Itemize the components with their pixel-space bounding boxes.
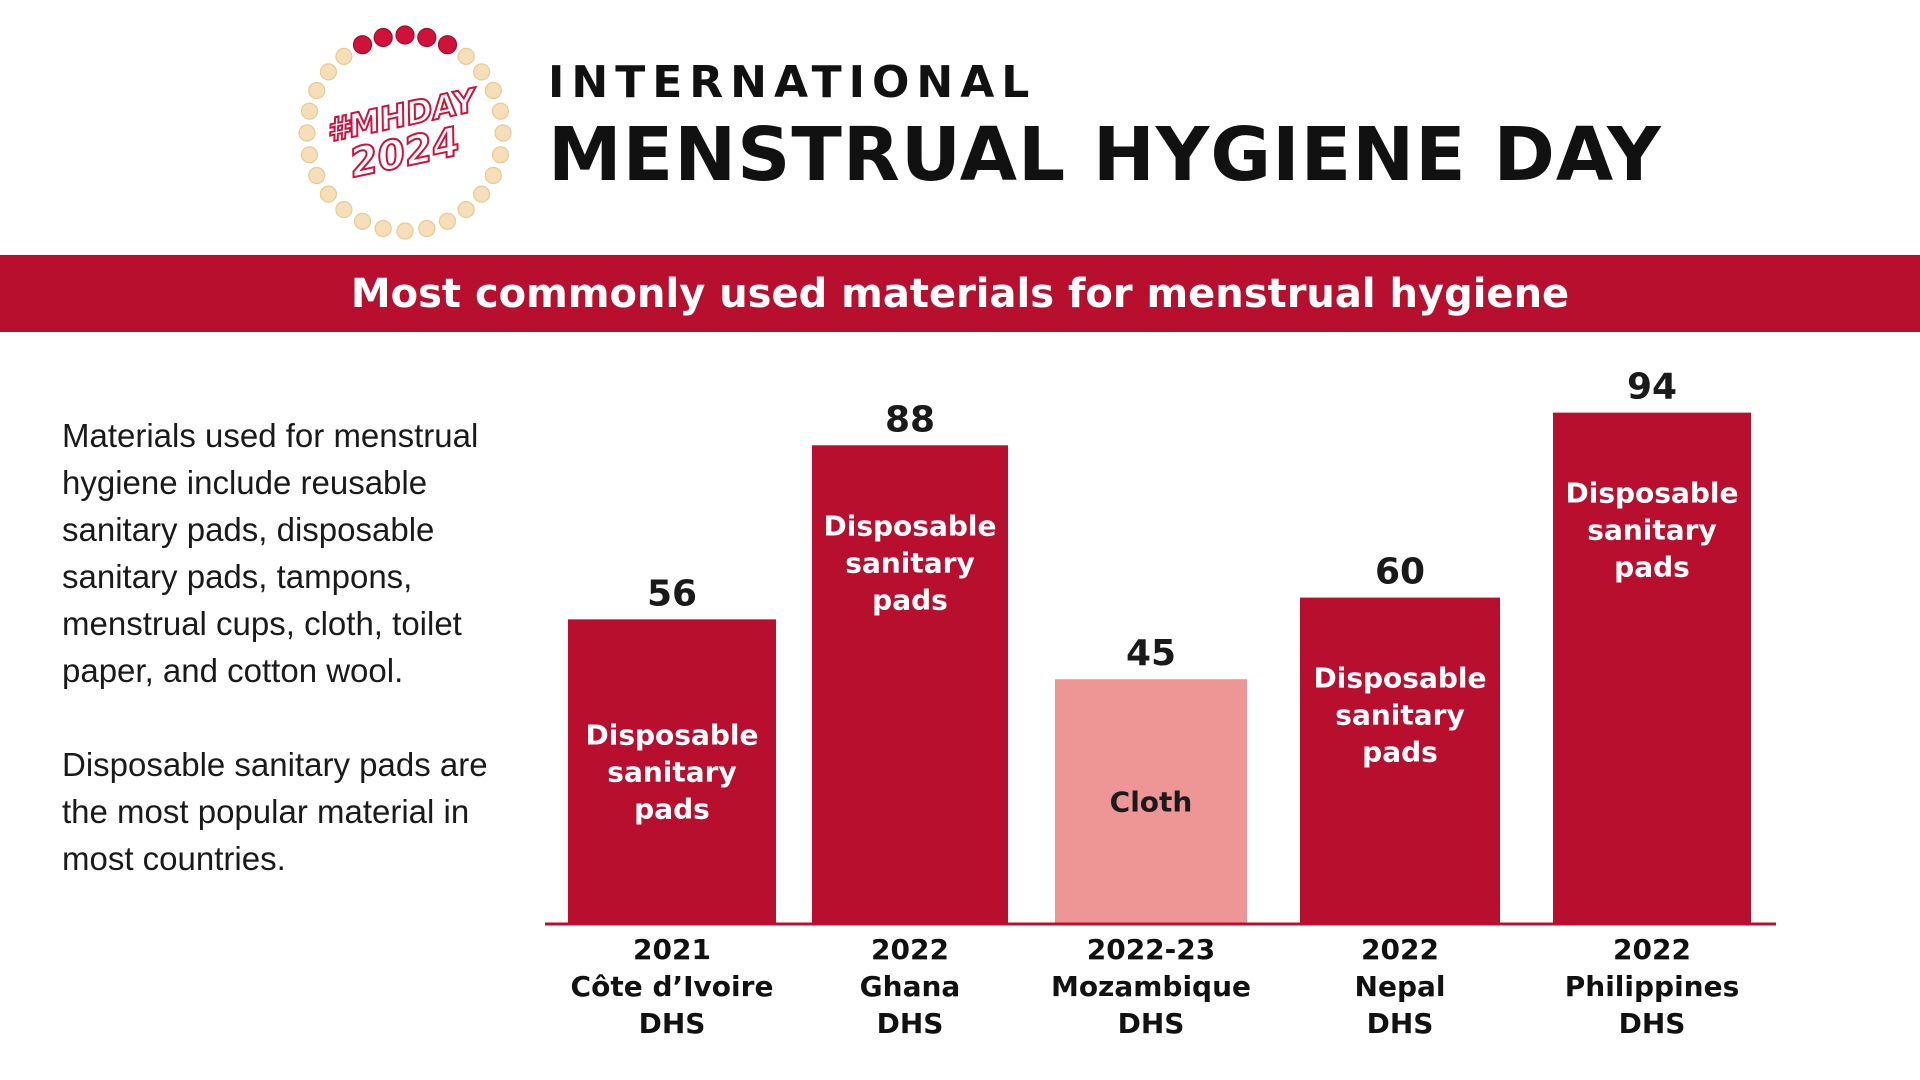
- bead-icon: [335, 47, 353, 66]
- x-tick-label: DHS: [639, 1007, 706, 1040]
- x-tick-label: DHS: [1619, 1007, 1686, 1040]
- description-paragraph-2: Disposable sanitary pads are the most po…: [62, 746, 488, 877]
- x-tick-label: Ghana: [860, 970, 961, 1003]
- title-block: INTERNATIONAL MENSTRUAL HYGIENE DAY: [548, 57, 1662, 199]
- bar: [812, 445, 1008, 924]
- bar-inner-label: Cloth: [1110, 786, 1193, 819]
- x-tick-label: Côte d’Ivoire: [571, 970, 774, 1003]
- red-bead-icon: [373, 27, 393, 48]
- red-bead-icon: [437, 35, 458, 55]
- bead-icon: [494, 124, 512, 142]
- bead-icon: [484, 81, 502, 100]
- bar-inner-label: sanitary: [1587, 514, 1716, 547]
- page-title: MENSTRUAL HYGIENE DAY: [548, 112, 1662, 198]
- bead-icon: [491, 146, 510, 164]
- mhday-logo: #MHDAY 2024: [298, 25, 512, 240]
- bar: [1300, 597, 1500, 924]
- red-bead-icon: [352, 35, 373, 55]
- bead-icon: [300, 146, 319, 164]
- bead-icon: [396, 222, 414, 240]
- x-tick-label: 2022-23: [1087, 933, 1216, 966]
- bar-group: 94 Disposable sanitary pads 2022 Philippines D…: [1553, 367, 1751, 1040]
- red-bead-icon: [417, 27, 437, 48]
- chart-title-banner: Most commonly used materials for menstru…: [0, 255, 1920, 332]
- chart-title: Most commonly used materials for menstru…: [350, 270, 1570, 317]
- bead-icon: [353, 212, 372, 230]
- bar-value-label: 60: [1375, 552, 1425, 593]
- bead-icon: [491, 102, 510, 120]
- red-bead-icon: [395, 25, 415, 45]
- x-tick-label: DHS: [1367, 1007, 1434, 1040]
- bead-icon: [457, 47, 475, 66]
- bar-inner-label: Disposable: [1566, 477, 1739, 510]
- bar-group: 45 Cloth 2022-23 Mozambique DHS: [1051, 633, 1251, 1040]
- x-tick-label: Philippines: [1565, 970, 1740, 1003]
- description-paragraph-1: Materials used for menstrual hygiene inc…: [62, 417, 479, 689]
- bead-icon: [473, 185, 491, 203]
- bead-icon: [300, 102, 319, 120]
- bar-group: 88 Disposable sanitary pads 2022 Ghana DHS: [812, 399, 1008, 1040]
- bar-group: 56 Disposable sanitary pads 2021 Côte d’Ivoir…: [568, 573, 776, 1040]
- title-international: INTERNATIONAL: [548, 57, 1037, 108]
- bead-icon: [374, 219, 392, 238]
- bar-inner-label: Disposable: [1314, 662, 1487, 695]
- bar: [568, 619, 776, 924]
- bar-inner-label: sanitary: [845, 546, 974, 579]
- bead-icon: [319, 185, 338, 203]
- x-tick-label: DHS: [877, 1007, 944, 1040]
- x-tick-label: DHS: [1118, 1007, 1185, 1040]
- bead-icon: [418, 219, 436, 238]
- bar-value-label: 45: [1126, 633, 1176, 674]
- bar-group: 60 Disposable sanitary pads 2022 Nepal DHS: [1300, 552, 1500, 1040]
- x-tick-label: 2022: [1613, 933, 1691, 966]
- bar: [1553, 412, 1751, 924]
- x-tick-label: 2022: [1361, 933, 1439, 966]
- bar-value-label: 88: [885, 399, 935, 440]
- bead-icon: [484, 166, 502, 185]
- bar-inner-label: pads: [1614, 551, 1690, 584]
- bar-inner-label: pads: [872, 583, 948, 616]
- bead-icon: [298, 124, 316, 142]
- bead-icon: [308, 81, 326, 100]
- bar-inner-label: sanitary: [1335, 699, 1464, 732]
- bar-inner-label: Disposable: [824, 509, 997, 542]
- bead-icon: [473, 63, 491, 81]
- bead-icon: [308, 166, 326, 185]
- x-tick-label: 2021: [633, 933, 711, 966]
- bar-inner-label: sanitary: [607, 756, 736, 789]
- bead-icon: [457, 201, 475, 219]
- bar-inner-label: Disposable: [586, 719, 759, 752]
- side-description: Materials used for menstrual hygiene inc…: [62, 412, 502, 929]
- bead-icon: [319, 63, 338, 81]
- bar-inner-label: pads: [1362, 736, 1438, 769]
- bar-value-label: 56: [647, 573, 697, 614]
- bar-inner-label: pads: [634, 793, 710, 826]
- bead-ring-icon: [298, 25, 512, 240]
- x-tick-label: Mozambique: [1051, 970, 1251, 1003]
- x-tick-label: Nepal: [1355, 970, 1446, 1003]
- bar-value-label: 94: [1627, 367, 1677, 408]
- bar: [1055, 679, 1247, 924]
- bead-icon: [335, 201, 353, 219]
- x-tick-label: 2022: [871, 933, 949, 966]
- bead-icon: [438, 212, 457, 230]
